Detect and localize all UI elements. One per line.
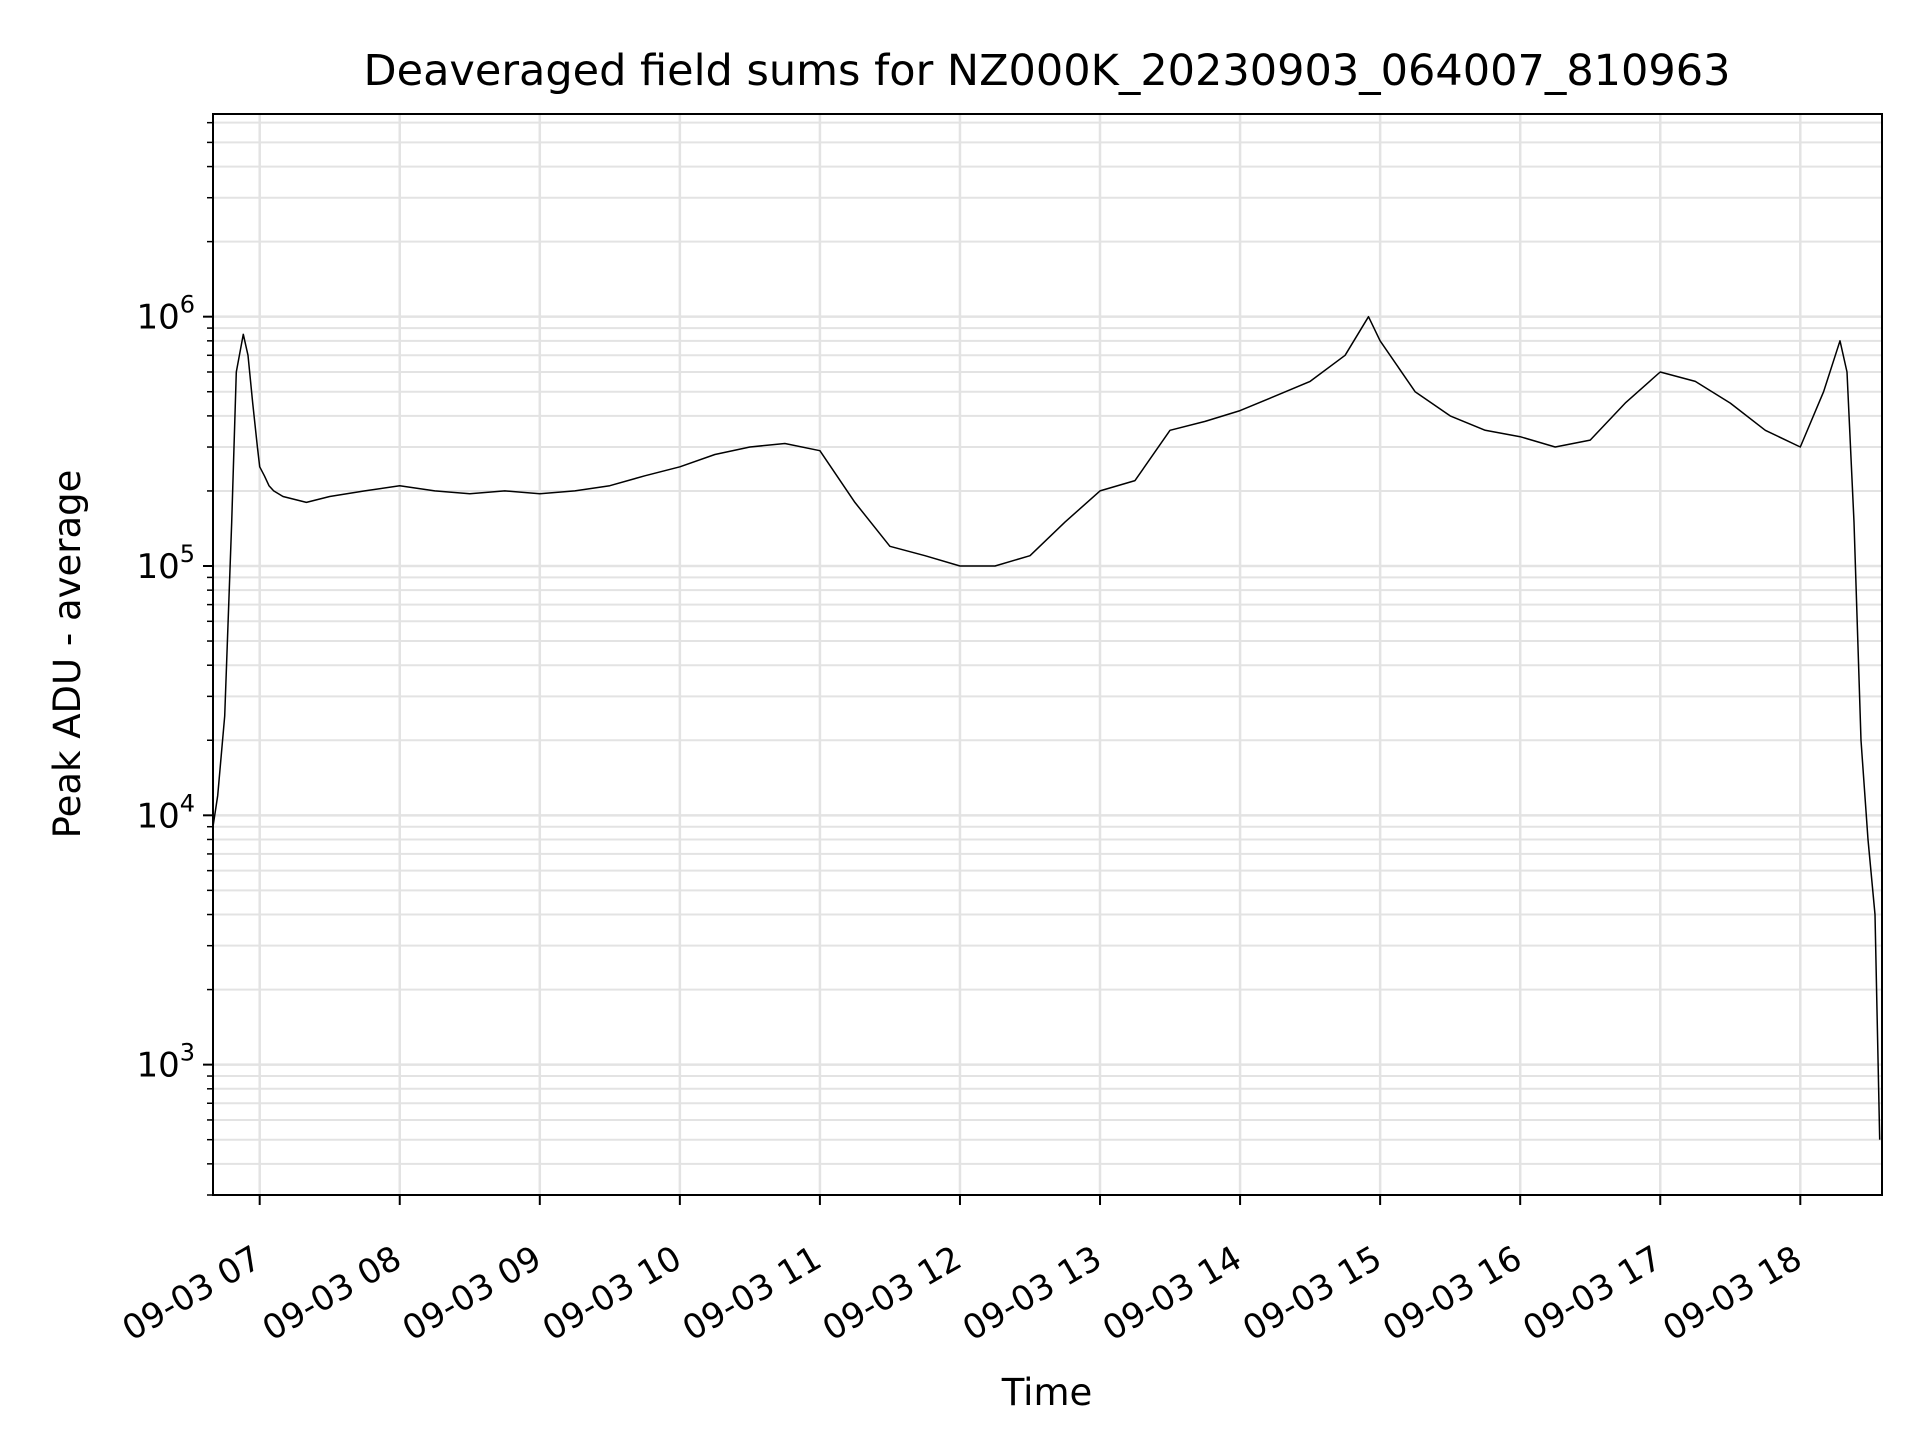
series-line (212, 315, 1881, 1140)
chart-title: Deaveraged field sums for NZ000K_2023090… (364, 46, 1731, 96)
y-axis-label: Peak ADU - average (46, 470, 89, 839)
y-tick-exponent: 4 (180, 789, 195, 817)
plot-frame (212, 113, 1883, 1196)
y-tick-label: 104 (136, 789, 195, 836)
y-tick-exponent: 6 (180, 291, 195, 319)
y-tick-exponent: 3 (180, 1039, 195, 1067)
y-tick-label: 103 (136, 1039, 195, 1086)
y-tick-label: 105 (136, 540, 195, 587)
y-tick-base: 10 (136, 298, 179, 338)
y-tick-base: 10 (136, 1046, 179, 1086)
y-tick-base: 10 (136, 547, 179, 587)
y-tick-label: 106 (136, 291, 195, 338)
x-axis-label: Time (1001, 1371, 1093, 1414)
y-tick-exponent: 5 (180, 540, 195, 568)
series-layer (212, 315, 1881, 1140)
y-tick-base: 10 (136, 796, 179, 836)
grid (213, 114, 1882, 1196)
